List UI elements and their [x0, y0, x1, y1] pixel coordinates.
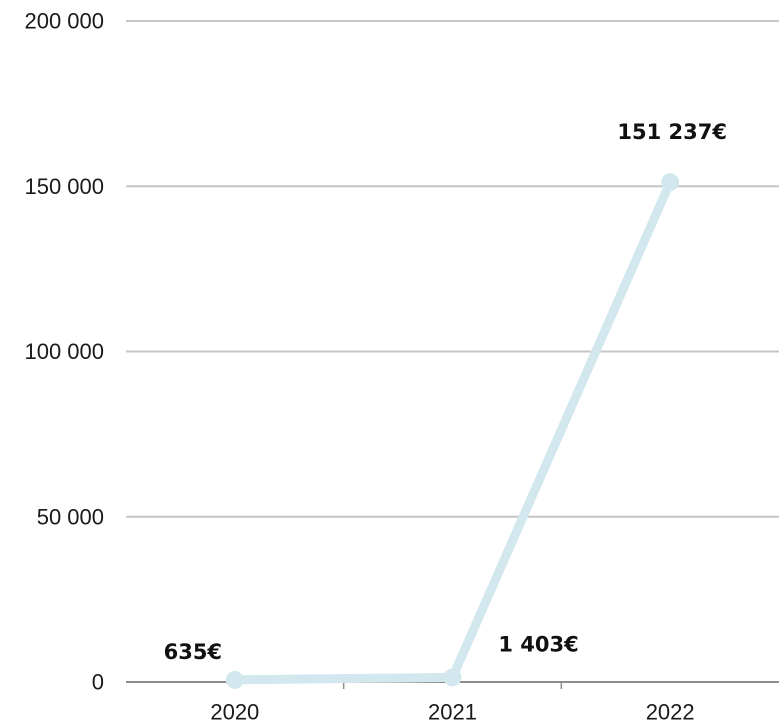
y-tick-label: 100 000 [24, 339, 104, 364]
x-tick-label: 2021 [428, 700, 477, 722]
y-tick-label: 0 [92, 670, 104, 695]
data-point [225, 670, 244, 689]
y-tick-label: 50 000 [37, 504, 104, 529]
x-tick-label: 2022 [646, 700, 695, 722]
data-label: 1 403€ [498, 632, 578, 656]
series-line-layer [230, 177, 675, 685]
y-tick-label: 200 000 [24, 9, 104, 34]
y-axis-tick-labels: 0 50 000 100 000 150 000 200 000 [24, 9, 104, 695]
data-points [225, 173, 680, 689]
data-label: 151 237€ [617, 120, 727, 144]
data-point [661, 173, 680, 192]
x-tick-label: 2020 [210, 700, 259, 722]
data-point [443, 668, 462, 687]
x-axis-tick-labels: 2020 2021 2022 [210, 700, 694, 722]
series-line [230, 177, 675, 685]
data-labels: 635€ 1 403€ 151 237€ [164, 120, 727, 664]
y-tick-label: 150 000 [24, 174, 104, 199]
data-label: 635€ [164, 640, 222, 664]
